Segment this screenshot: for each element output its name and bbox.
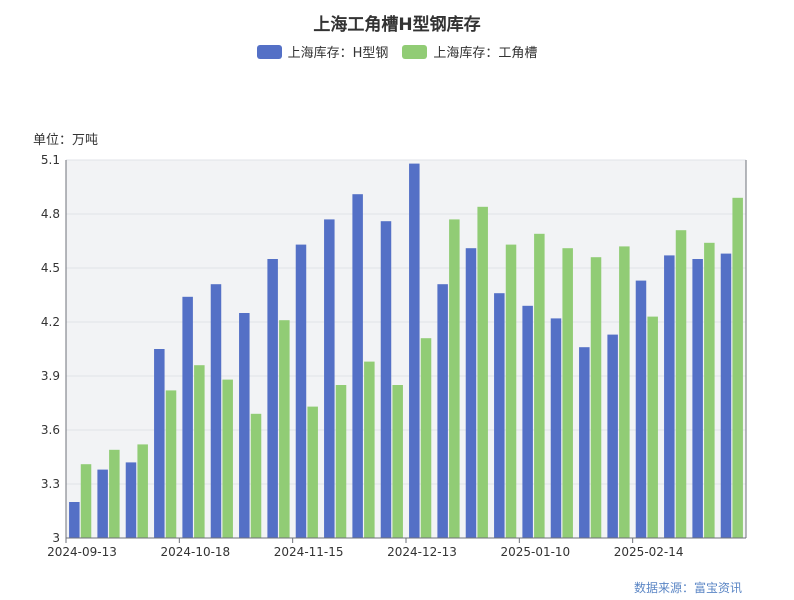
y-tick-label: 3.9	[41, 369, 60, 383]
legend-swatch-h-beam	[256, 44, 282, 59]
bar-h-beam	[550, 318, 562, 538]
bar-h-beam	[494, 293, 505, 538]
bar-h-beam	[352, 194, 363, 538]
y-tick-label: 3	[52, 531, 60, 545]
bar-h-beam	[522, 305, 533, 538]
legend-item-angle-channel[interactable]: 上海库存：工角槽	[402, 42, 537, 61]
bar-h-beam	[239, 313, 250, 538]
bar-h-beam	[97, 469, 108, 538]
bar-h-beam	[720, 253, 732, 538]
bar-angle-channel	[590, 257, 602, 538]
legend-swatch-angle-channel	[402, 44, 428, 59]
bar-angle-channel	[335, 385, 347, 538]
y-tick-label: 3.3	[41, 477, 60, 491]
x-tick-label: 2025-02-14	[614, 545, 684, 559]
bar-h-beam	[664, 255, 675, 538]
bar-h-beam	[437, 284, 448, 538]
bar-h-beam	[210, 284, 222, 538]
y-tick-label: 4.8	[41, 207, 60, 221]
x-tick-label: 2024-09-13	[47, 545, 117, 559]
bar-h-beam	[267, 259, 278, 538]
bar-angle-channel	[732, 197, 743, 539]
data-source-label: 数据来源：富宝资讯	[633, 581, 742, 595]
legend: 上海库存：H型钢 上海库存：工角槽	[0, 42, 794, 61]
bar-angle-channel	[420, 338, 432, 538]
bar-h-beam	[295, 244, 307, 538]
bar-angle-channel	[250, 413, 262, 538]
bar-h-beam	[324, 219, 335, 538]
bar-angle-channel	[80, 464, 92, 538]
y-tick-label: 5.1	[41, 153, 60, 167]
bar-angle-channel	[109, 449, 120, 538]
bar-h-beam	[635, 280, 647, 538]
legend-label-h-beam: 上海库存：H型钢	[287, 46, 389, 61]
bar-angle-channel	[165, 390, 177, 538]
bar-angle-channel	[619, 246, 630, 538]
bar-h-beam	[154, 349, 165, 538]
bar-angle-channel	[477, 206, 488, 539]
plot-area	[66, 160, 746, 538]
bar-angle-channel	[704, 242, 715, 539]
bar-angle-channel	[364, 361, 375, 538]
bar-angle-channel	[675, 230, 687, 538]
bar-angle-channel	[279, 320, 290, 538]
x-tick-label: 2024-12-13	[387, 545, 457, 559]
y-tick-label: 4.2	[41, 315, 60, 329]
y-axis-unit-label: 单位：万吨	[33, 133, 99, 148]
bar-angle-channel	[647, 316, 658, 538]
bar-angle-channel	[392, 385, 403, 538]
bar-h-beam	[692, 259, 703, 538]
bar-angle-channel	[194, 365, 205, 538]
bar-h-beam	[125, 462, 137, 538]
bar-angle-channel	[449, 219, 460, 538]
x-tick-label: 2024-10-18	[160, 545, 230, 559]
y-tick-label: 3.6	[41, 423, 60, 437]
y-tick-label: 4.5	[41, 261, 60, 275]
bar-h-beam	[380, 221, 392, 538]
chart-title: 上海工角槽H型钢库存	[313, 15, 481, 35]
bar-h-beam	[182, 296, 193, 538]
bar-angle-channel	[307, 406, 318, 538]
legend-label-angle-channel: 上海库存：工角槽	[433, 46, 538, 61]
bar-angle-channel	[505, 244, 517, 538]
bar-h-beam	[465, 248, 477, 538]
bar-h-beam	[409, 163, 420, 538]
bar-angle-channel	[137, 444, 148, 538]
bar-angle-channel	[562, 248, 573, 538]
bar-angle-channel	[534, 233, 545, 539]
bar-angle-channel	[222, 379, 233, 538]
x-tick-label: 2025-01-10	[500, 545, 570, 559]
bar-h-beam	[69, 502, 80, 538]
bar-h-beam	[607, 334, 618, 538]
x-tick-label: 2024-11-15	[274, 545, 344, 559]
bar-h-beam	[579, 347, 590, 538]
legend-item-h-beam[interactable]: 上海库存：H型钢	[256, 42, 389, 61]
